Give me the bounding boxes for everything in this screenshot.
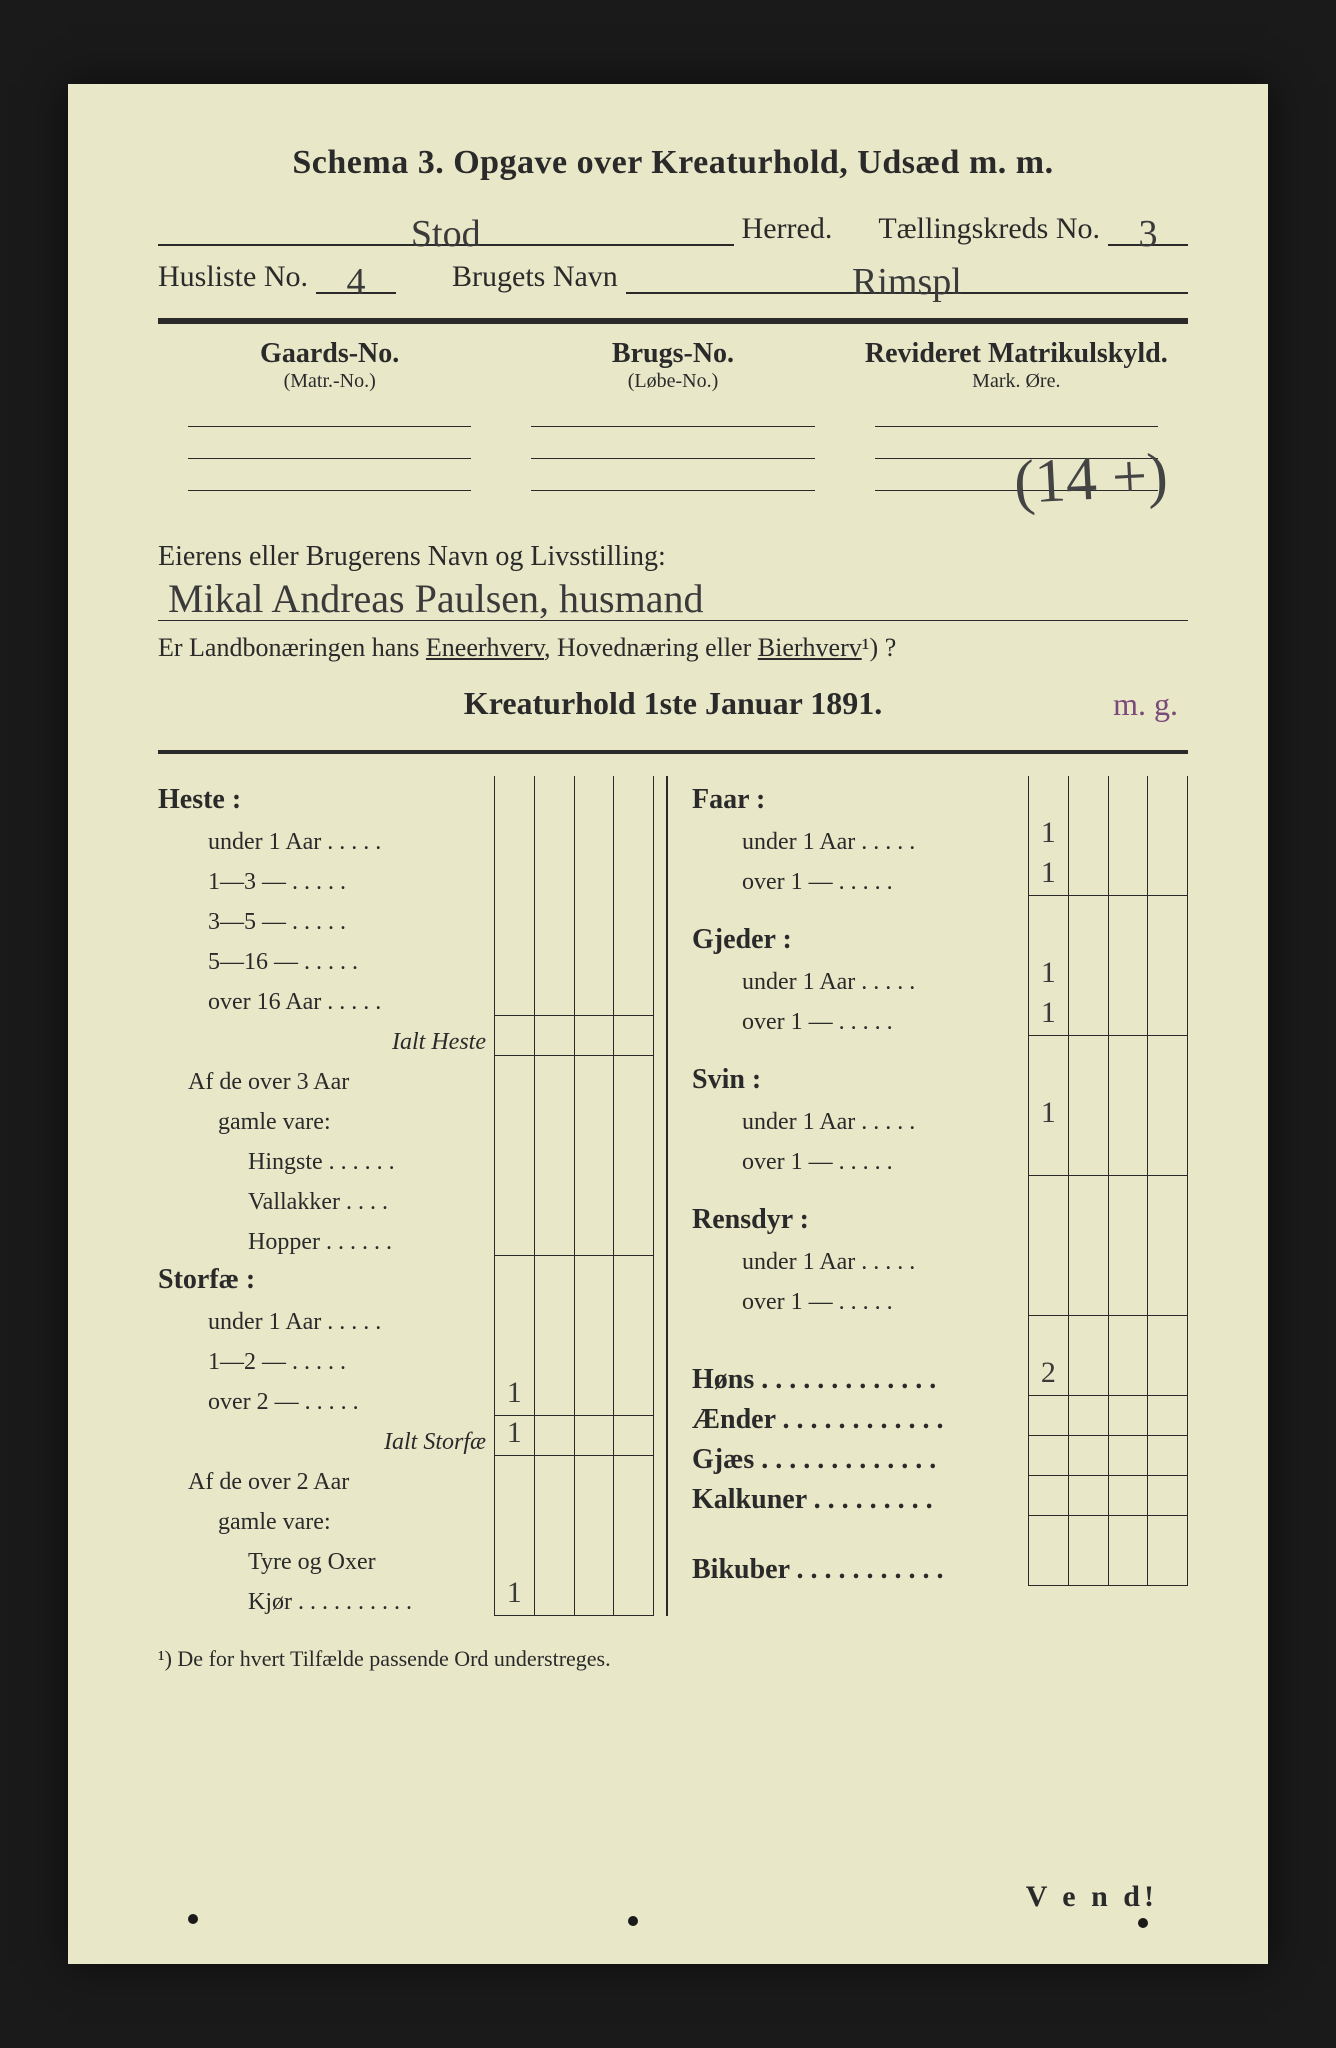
gjaes: Gjæs . . . . . . . . . . . . . bbox=[692, 1444, 1028, 1476]
svin-u-val: 1 bbox=[1028, 1096, 1068, 1136]
af2-2: gamle vare: bbox=[158, 1509, 494, 1536]
rensdyr-u: under 1 Aar . . . . . bbox=[692, 1249, 1028, 1276]
tk-value: 3 bbox=[1108, 212, 1188, 246]
faar-u: under 1 Aar . . . . . bbox=[692, 829, 1028, 856]
title-row: Schema 3. Opgave over Kreaturhold, Udsæd… bbox=[158, 144, 1188, 182]
heste-row-1: 1—3 — . . . . . bbox=[158, 869, 494, 896]
vend-label: V e n d! bbox=[1026, 1880, 1158, 1914]
owner-section: Eierens eller Brugerens Navn og Livsstil… bbox=[158, 541, 1188, 663]
document-page: Schema 3. Opgave over Kreaturhold, Udsæd… bbox=[68, 84, 1268, 1964]
storfae-row-1: 1—2 — . . . . . bbox=[158, 1349, 494, 1376]
svin-o: over 1 — . . . . . bbox=[692, 1149, 1028, 1176]
faar-label: Faar : bbox=[692, 784, 1028, 816]
husliste-label: Husliste No. bbox=[158, 260, 308, 294]
heste-label: Heste : bbox=[158, 784, 494, 816]
form-title: Schema 3. Opgave over Kreaturhold, Udsæd… bbox=[292, 144, 1053, 181]
heste-row-4: over 16 Aar . . . . . bbox=[158, 989, 494, 1016]
hingste: Hingste . . . . . . bbox=[158, 1149, 494, 1176]
gaards-sub: (Matr.-No.) bbox=[158, 370, 501, 393]
kjor: Kjør . . . . . . . . . . bbox=[158, 1589, 494, 1616]
ialt-heste: Ialt Heste bbox=[158, 1029, 494, 1056]
heste-row-3: 5—16 — . . . . . bbox=[158, 949, 494, 976]
rule-1 bbox=[158, 318, 1188, 324]
kjor-val: 1 bbox=[494, 1576, 534, 1616]
hopper: Hopper . . . . . . bbox=[158, 1229, 494, 1256]
bikuber: Bikuber . . . . . . . . . . . bbox=[692, 1554, 1028, 1586]
subhead-gaards: Gaards-No. (Matr.-No.) bbox=[158, 338, 501, 393]
question-line: Er Landbonæringen hans Eneerhverv, Hoved… bbox=[158, 633, 1188, 663]
brugs-sub: (Løbe-No.) bbox=[501, 370, 844, 393]
subhead-brugs: Brugs-No. (Løbe-No.) bbox=[501, 338, 844, 393]
rensdyr-o: over 1 — . . . . . bbox=[692, 1289, 1028, 1316]
faar-o: over 1 — . . . . . bbox=[692, 869, 1028, 896]
gjeder-o: over 1 — . . . . . bbox=[692, 1009, 1028, 1036]
right-column: Faar : under 1 Aar . . . . .1 over 1 — .… bbox=[668, 776, 1188, 1616]
q-prefix: Er Landbonæringen hans bbox=[158, 633, 426, 662]
brugs-label: Brugs-No. bbox=[501, 338, 844, 370]
svin-u: under 1 Aar . . . . . bbox=[692, 1109, 1028, 1136]
subhead-rev: Revideret Matrikulskyld. Mark. Øre. bbox=[845, 338, 1188, 393]
rensdyr-label: Rensdyr : bbox=[692, 1204, 1028, 1236]
rule-2 bbox=[158, 750, 1188, 754]
svin-label: Svin : bbox=[692, 1064, 1028, 1096]
header-line-1: Stod Herred. Tællingskreds No. 3 bbox=[158, 212, 1188, 246]
rev-label: Revideret Matrikulskyld. bbox=[845, 338, 1188, 370]
gaards-label: Gaards-No. bbox=[158, 338, 501, 370]
heste-row-2: 3—5 — . . . . . bbox=[158, 909, 494, 936]
storfae-row-0: under 1 Aar . . . . . bbox=[158, 1309, 494, 1336]
gjeder-o-val: 1 bbox=[1028, 996, 1068, 1036]
vallakker: Vallakker . . . . bbox=[158, 1189, 494, 1216]
kreatur-title: Kreaturhold 1ste Januar 1891. bbox=[158, 685, 1188, 722]
ialt-storfae-val: 1 bbox=[494, 1416, 534, 1456]
tk-label: Tællingskreds No. bbox=[878, 212, 1100, 246]
gjeder-u-val: 1 bbox=[1028, 956, 1068, 996]
blank-row-1 bbox=[158, 401, 1188, 427]
husliste-value: 4 bbox=[316, 260, 396, 294]
left-column: Heste : under 1 Aar . . . . . 1—3 — . . … bbox=[158, 776, 668, 1616]
ink-spot-1 bbox=[188, 1914, 198, 1924]
purple-annotation: m. g. bbox=[1113, 686, 1178, 723]
q-mid: , Hovednæring eller bbox=[544, 633, 758, 662]
q-bierhverv: Bierhverv bbox=[758, 633, 862, 662]
rev-sub: Mark. Øre. bbox=[845, 370, 1188, 393]
hons-val: 2 bbox=[1028, 1356, 1068, 1396]
hons: Høns . . . . . . . . . . . . . bbox=[692, 1364, 1028, 1396]
footnote: ¹) De for hvert Tilfælde passende Ord un… bbox=[158, 1646, 1188, 1672]
brugets-value: Rimspl bbox=[626, 260, 1188, 294]
af3-2: gamle vare: bbox=[158, 1109, 494, 1136]
subhead-row: Gaards-No. (Matr.-No.) Brugs-No. (Løbe-N… bbox=[158, 338, 1188, 393]
af3-1: Af de over 3 Aar bbox=[158, 1069, 494, 1096]
heste-row-0: under 1 Aar . . . . . bbox=[158, 829, 494, 856]
af2-1: Af de over 2 Aar bbox=[158, 1469, 494, 1496]
tyre: Tyre og Oxer bbox=[158, 1549, 494, 1576]
owner-value: Mikal Andreas Paulsen, husmand bbox=[158, 575, 1188, 621]
q-eneerhverv: Eneerhverv bbox=[426, 633, 544, 662]
q-suffix: ¹) ? bbox=[862, 633, 897, 662]
gjeder-label: Gjeder : bbox=[692, 924, 1028, 956]
herred-label: Herred. bbox=[742, 212, 833, 246]
brugets-label: Brugets Navn bbox=[452, 260, 618, 294]
owner-label: Eierens eller Brugerens Navn og Livsstil… bbox=[158, 541, 666, 572]
over2-val: 1 bbox=[494, 1376, 534, 1416]
ink-spot-2 bbox=[628, 1916, 638, 1926]
herred-value: Stod bbox=[158, 212, 734, 246]
matrikul-handwriting: (14 +) bbox=[1012, 440, 1169, 519]
aender: Ænder . . . . . . . . . . . . bbox=[692, 1404, 1028, 1436]
ialt-storfae: Ialt Storfæ bbox=[158, 1429, 494, 1456]
header-line-2: Husliste No. 4 Brugets Navn Rimspl bbox=[158, 260, 1188, 294]
gjeder-u: under 1 Aar . . . . . bbox=[692, 969, 1028, 996]
ink-spot-3 bbox=[1138, 1918, 1148, 1928]
storfae-label: Storfæ : bbox=[158, 1264, 494, 1296]
storfae-over2: over 2 — . . . . . bbox=[158, 1389, 494, 1416]
faar-u-val: 1 bbox=[1028, 816, 1068, 856]
kalkuner: Kalkuner . . . . . . . . . bbox=[692, 1484, 1028, 1516]
faar-o-val: 1 bbox=[1028, 856, 1068, 896]
data-columns: Heste : under 1 Aar . . . . . 1—3 — . . … bbox=[158, 776, 1188, 1616]
